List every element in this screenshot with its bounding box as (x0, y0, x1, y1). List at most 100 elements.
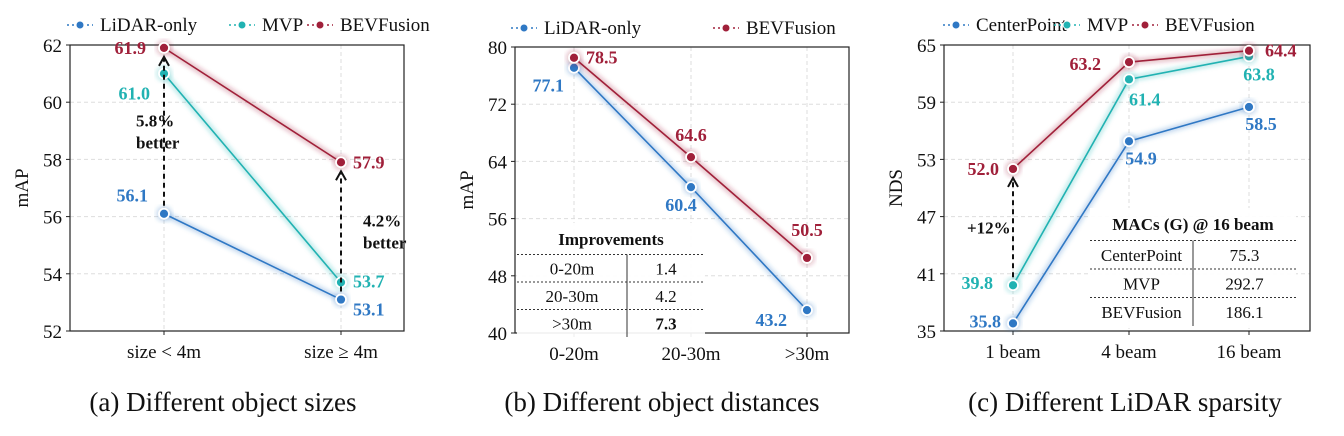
table-title: Improvements (558, 230, 664, 249)
data-point-bevfusion (1123, 56, 1135, 69)
legend-marker-bevfusion (721, 23, 731, 33)
annotation-text: +12% (967, 219, 1011, 238)
table-cell-name: CenterPoint (1101, 246, 1182, 265)
legend-label-lidar-only: LiDAR-only (100, 15, 198, 36)
y-tick-label: 35 (917, 322, 936, 343)
panel-a: 52 54 56 58 60 62 mAP size < 4m size ≥ 4m (a) Dif… (12, 15, 430, 417)
legend-label-mvp: MVP (1087, 15, 1128, 36)
data-point-centerpoint (1123, 135, 1135, 148)
table-cell-name: 0-20m (550, 259, 594, 278)
y-tick-label: 48 (488, 267, 507, 288)
annotation-arrowhead (158, 54, 170, 67)
y-tick-label: 41 (917, 265, 936, 286)
series-line-bevfusion (163, 47, 342, 163)
table-cell-name: 20-30m (546, 287, 599, 306)
y-tick-label: 60 (43, 93, 62, 114)
legend-label-bevfusion: BEVFusion (746, 18, 836, 39)
data-label-bevfusion: 52.0 (968, 159, 1000, 179)
data-point-lidar-only (685, 181, 697, 194)
legend-marker-mvp (1062, 20, 1072, 30)
table-cell-value: 7.3 (655, 314, 676, 333)
data-point-lidar-only (335, 293, 347, 306)
data-label-mvp: 63.8 (1243, 64, 1275, 84)
data-label-bevfusion: 61.9 (115, 38, 147, 58)
y-tick-label: 64 (488, 152, 508, 173)
y-tick-label: 65 (917, 36, 936, 57)
data-point-centerpoint (1007, 317, 1019, 330)
annotation-text: better (136, 133, 180, 152)
table-cell-value: 4.2 (655, 287, 676, 306)
data-label-lidar-only: 53.1 (353, 300, 385, 320)
data-label-bevfusion: 57.9 (353, 152, 385, 172)
data-point-bevfusion (801, 252, 813, 264)
table-cell-value: 75.3 (1230, 246, 1260, 265)
data-label-lidar-only: 43.2 (756, 310, 788, 330)
legend-marker-centerpoint (951, 20, 961, 30)
plot-frame (943, 44, 1311, 332)
table-title: MACs (G) @ 16 beam (1112, 215, 1273, 234)
x-tick-label: 20-30m (661, 344, 720, 365)
data-label-centerpoint: 35.8 (970, 311, 1002, 331)
data-label-lidar-only: 60.4 (665, 195, 697, 215)
legend-marker-lidar-only (75, 20, 85, 30)
x-tick-label: 0-20m (549, 344, 599, 365)
data-label-centerpoint: 54.9 (1125, 148, 1157, 168)
x-tick-label: 16 beam (1217, 342, 1282, 363)
legend-label-mvp: MVP (262, 15, 303, 36)
legend-label-bevfusion: BEVFusion (1165, 15, 1255, 36)
x-tick-label: 4 beam (1101, 342, 1157, 363)
y-tick-label: 53 (917, 150, 936, 171)
data-point-bevfusion (158, 41, 170, 54)
inset-table: MACs (G) @ 16 beam CenterPoint 75.3 MVP 292.… (1090, 208, 1296, 328)
x-tick-label: 1 beam (985, 342, 1041, 363)
legend-marker-lidar-only (519, 23, 529, 33)
panel-caption: (c) Different LiDAR sparsity (968, 387, 1282, 417)
panel-b: 40 48 56 64 72 80 mAP 0-20m 20-30m >30m (b) Differ… (457, 18, 850, 417)
data-point-bevfusion (1243, 44, 1255, 57)
x-tick-label: size < 4m (127, 342, 201, 363)
y-tick-label: 56 (43, 208, 62, 229)
y-tick-label: 54 (43, 265, 63, 286)
annotation-text: 5.8% (136, 111, 174, 130)
inset-table: Improvements 0-20m 1.4 20-30m 4.2 >30m 7.3 (517, 223, 705, 339)
data-label-bevfusion: 64.6 (675, 125, 707, 145)
data-point-bevfusion (685, 151, 697, 164)
y-tick-label: 72 (488, 95, 507, 116)
data-label-mvp: 61.0 (119, 84, 151, 104)
y-axis-label: NDS (886, 169, 907, 207)
data-point-lidar-only (158, 207, 170, 220)
table-cell-name: >30m (552, 314, 592, 333)
series-line-lidar-only (163, 213, 342, 301)
data-label-bevfusion: 64.4 (1265, 41, 1297, 61)
series-line-mvp (163, 73, 342, 283)
data-point-lidar-only (801, 304, 813, 317)
legend-label-centerpoint: CenterPoint (976, 15, 1067, 36)
panel-caption: (a) Different object sizes (89, 387, 356, 417)
legend-label-bevfusion: BEVFusion (340, 15, 430, 36)
data-label-centerpoint: 58.5 (1245, 114, 1277, 134)
data-label-bevfusion: 50.5 (791, 220, 823, 240)
data-label-mvp: 39.8 (962, 273, 994, 293)
y-axis-label: mAP (12, 168, 33, 207)
y-tick-label: 56 (488, 210, 507, 231)
data-label-lidar-only: 56.1 (117, 186, 149, 206)
y-tick-label: 52 (43, 322, 62, 343)
annotation-text: 4.2% (363, 211, 401, 230)
annotation-arrowhead (1007, 175, 1019, 188)
y-axis-label: mAP (457, 170, 478, 209)
data-point-centerpoint (1243, 101, 1255, 113)
x-tick-label: >30m (785, 344, 830, 365)
data-label-bevfusion: 63.2 (1070, 54, 1102, 74)
plot-frame (69, 44, 405, 332)
data-label-mvp: 53.7 (353, 271, 385, 291)
data-point-bevfusion (1007, 163, 1019, 175)
y-tick-label: 58 (43, 150, 62, 171)
panel-c: 35 41 47 53 59 65 NDS 1 beam 4 beam 16 beam (c) Di… (886, 15, 1311, 417)
data-point-bevfusion (568, 51, 580, 64)
y-tick-label: 47 (917, 208, 936, 229)
table-cell-value: 292.7 (1225, 274, 1264, 293)
y-tick-label: 40 (488, 324, 507, 345)
data-label-mvp: 61.4 (1129, 89, 1161, 109)
legend-label-lidar-only: LiDAR-only (544, 18, 642, 39)
table-cell-name: BEVFusion (1101, 303, 1182, 322)
